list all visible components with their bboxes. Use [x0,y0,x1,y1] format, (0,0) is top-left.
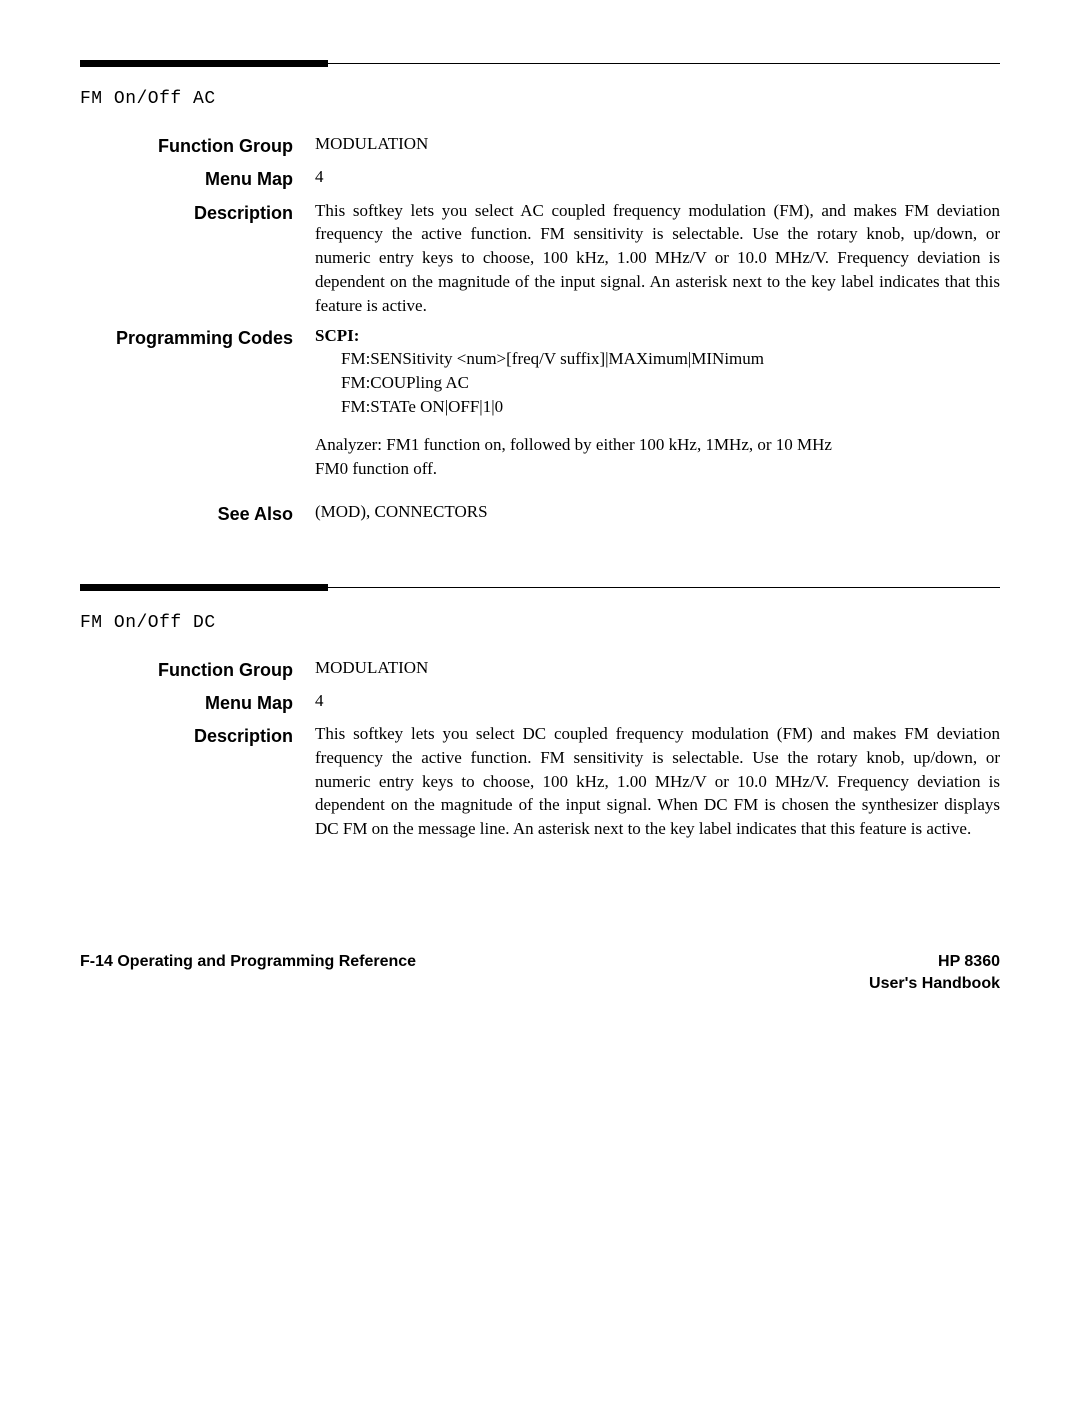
value-programming-codes: SCPI: FM:SENSitivity <num>[freq/V suffix… [315,324,1000,495]
label-menu-map-2: Menu Map [80,689,315,716]
rule-thick [80,60,328,67]
section-rule [80,584,1000,593]
page-footer: F-14 Operating and Programming Reference… [80,951,1000,996]
section-title-ac: FM On/Off AC [80,87,1000,112]
footer-left: F-14 Operating and Programming Reference [80,951,416,996]
label-function-group-2: Function Group [80,656,315,683]
value-menu-map-2: 4 [315,689,1000,716]
footer-model: HP 8360 [869,951,1000,973]
value-function-group: MODULATION [315,132,1000,159]
label-description-2: Description [80,722,315,841]
value-description: This softkey lets you select AC coupled … [315,199,1000,318]
label-programming-codes: Programming Codes [80,324,315,495]
label-menu-map: Menu Map [80,165,315,192]
section-title-dc: FM On/Off DC [80,611,1000,636]
footer-handbook: User's Handbook [869,973,1000,995]
label-description: Description [80,199,315,318]
value-menu-map: 4 [315,165,1000,192]
footer-right: HP 8360 User's Handbook [869,951,1000,996]
rule-thick [80,584,328,591]
scpi-line-3: FM:STATe ON|OFF|1|0 [341,395,1000,419]
rule-thin [328,63,1000,64]
value-see-also: (MOD), CONNECTORS [315,500,1000,527]
rule-thin [328,587,1000,588]
section-rule [80,60,1000,69]
analyzer-line-1: Analyzer: FM1 function on, followed by e… [315,433,1000,457]
analyzer-line-2: FM0 function off. [315,457,1000,481]
footer-page-ref: F-14 [80,953,117,970]
scpi-label: SCPI: [315,326,359,345]
scpi-line-1: FM:SENSitivity <num>[freq/V suffix]|MAXi… [341,347,1000,371]
value-function-group-2: MODULATION [315,656,1000,683]
value-description-2: This softkey lets you select DC coupled … [315,722,1000,841]
scpi-line-2: FM:COUPling AC [341,371,1000,395]
label-see-also: See Also [80,500,315,527]
footer-left-rest: Operating and Programming Reference [117,953,416,970]
label-function-group: Function Group [80,132,315,159]
